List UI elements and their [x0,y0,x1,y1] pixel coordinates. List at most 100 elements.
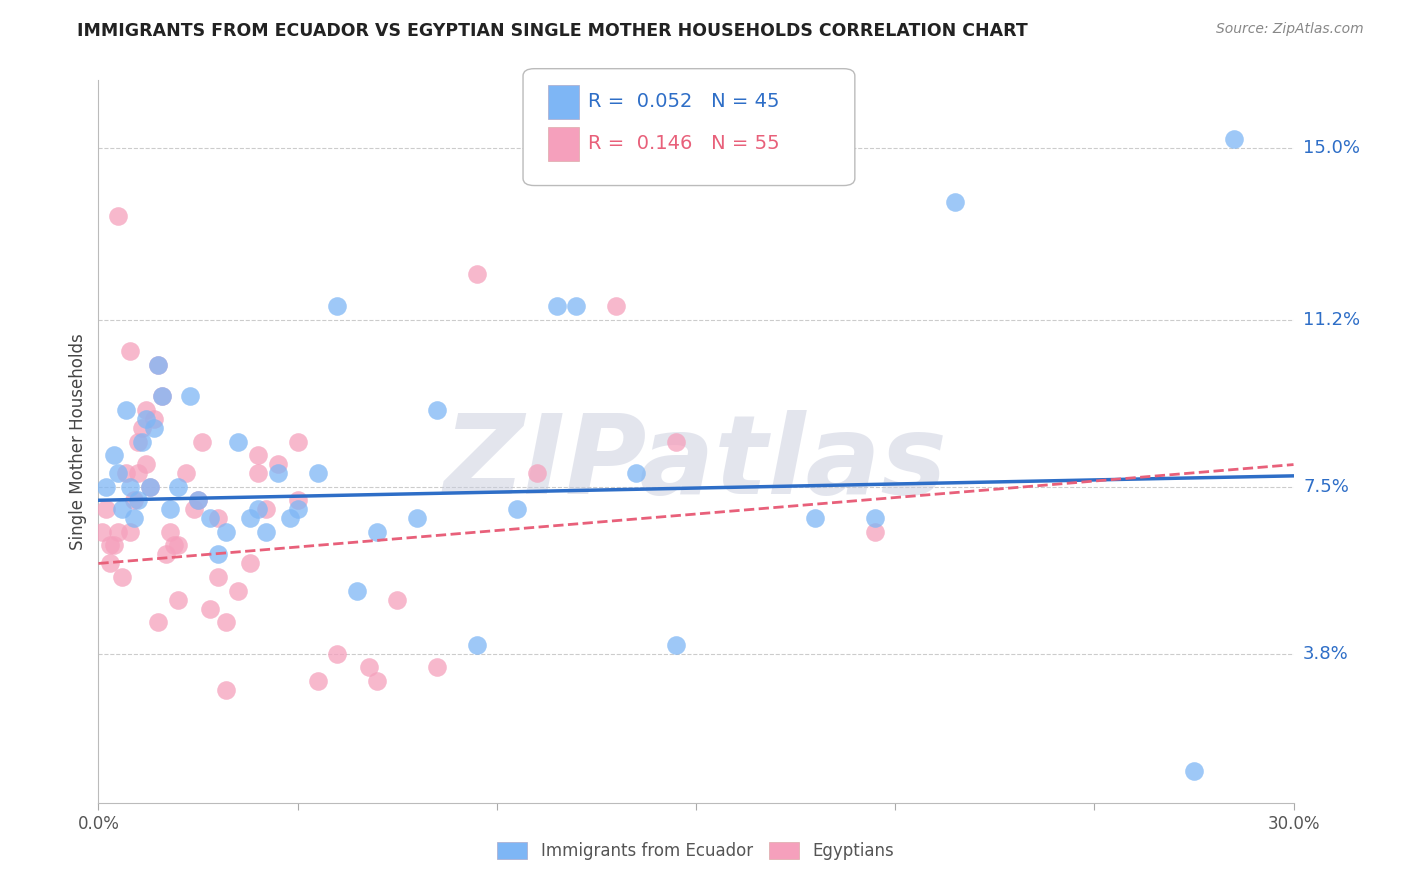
Point [246,466,269,480]
Point [207,570,229,584]
Point [605,299,627,313]
Point [326,299,349,313]
Point [127,493,149,508]
Text: 15.0%: 15.0% [1303,139,1360,157]
Point [307,466,329,480]
Point [239,557,262,571]
Point [139,480,162,494]
Point [1182,764,1205,779]
Point [426,403,449,417]
Point [120,480,142,494]
Point [565,299,588,313]
Point [167,480,190,494]
Point [111,502,134,516]
Point [148,358,170,372]
Point [287,434,309,449]
Point [865,511,887,525]
Point [804,511,827,525]
Point [98,538,122,552]
Point [91,524,114,539]
Point [278,511,301,525]
Point [96,480,118,494]
Point [226,583,249,598]
Point [120,524,142,539]
Point [267,457,290,471]
Point [665,638,688,652]
Point [215,524,238,539]
Point [207,511,229,525]
Point [215,615,238,630]
Point [287,502,309,516]
Point [183,502,205,516]
Point [167,538,190,552]
Point [307,673,329,688]
Point [179,389,201,403]
Point [246,502,269,516]
Point [326,647,349,661]
Point [167,592,190,607]
Point [406,511,429,525]
Point [98,557,122,571]
Point [254,524,277,539]
Point [120,344,142,359]
Text: 3.8%: 3.8% [1303,645,1348,663]
Point [506,502,529,516]
Point [174,466,197,480]
Point [115,466,138,480]
Point [465,638,488,652]
Point [526,466,548,480]
Point [287,493,309,508]
Point [124,511,146,525]
Point [148,615,170,630]
Point [665,434,688,449]
Point [626,466,648,480]
Point [148,358,170,372]
Point [546,299,568,313]
Point [366,673,388,688]
Point [207,548,229,562]
Point [107,524,129,539]
Point [198,601,221,615]
Point [131,434,153,449]
Text: 7.5%: 7.5% [1303,478,1348,496]
Point [135,412,157,426]
Point [150,389,173,403]
Point [111,570,134,584]
Point [131,421,153,435]
Point [127,466,149,480]
Text: R =  0.052   N = 45: R = 0.052 N = 45 [588,92,779,112]
Point [198,511,221,525]
Point [239,511,262,525]
Text: R =  0.146   N = 55: R = 0.146 N = 55 [588,134,779,153]
Point [159,524,181,539]
Point [139,480,162,494]
Point [346,583,368,598]
Point [107,466,129,480]
Point [1223,132,1246,146]
Point [163,538,186,552]
Point [135,457,157,471]
Point [215,682,238,697]
Text: Source: ZipAtlas.com: Source: ZipAtlas.com [1216,22,1364,37]
Text: 11.2%: 11.2% [1303,310,1360,328]
Point [127,434,149,449]
Point [187,493,209,508]
Point [267,466,290,480]
Point [246,448,269,462]
Point [155,548,177,562]
Point [385,592,409,607]
Point [96,502,118,516]
Point [143,412,166,426]
Text: ZIPatlas: ZIPatlas [444,409,948,516]
Point [254,502,277,516]
Point [865,524,887,539]
Point [135,403,157,417]
Point [187,493,209,508]
Point [103,538,125,552]
Y-axis label: Single Mother Households: Single Mother Households [69,334,87,549]
Point [159,502,181,516]
Point [226,434,249,449]
Point [943,195,966,210]
Point [115,403,138,417]
Point [124,493,146,508]
